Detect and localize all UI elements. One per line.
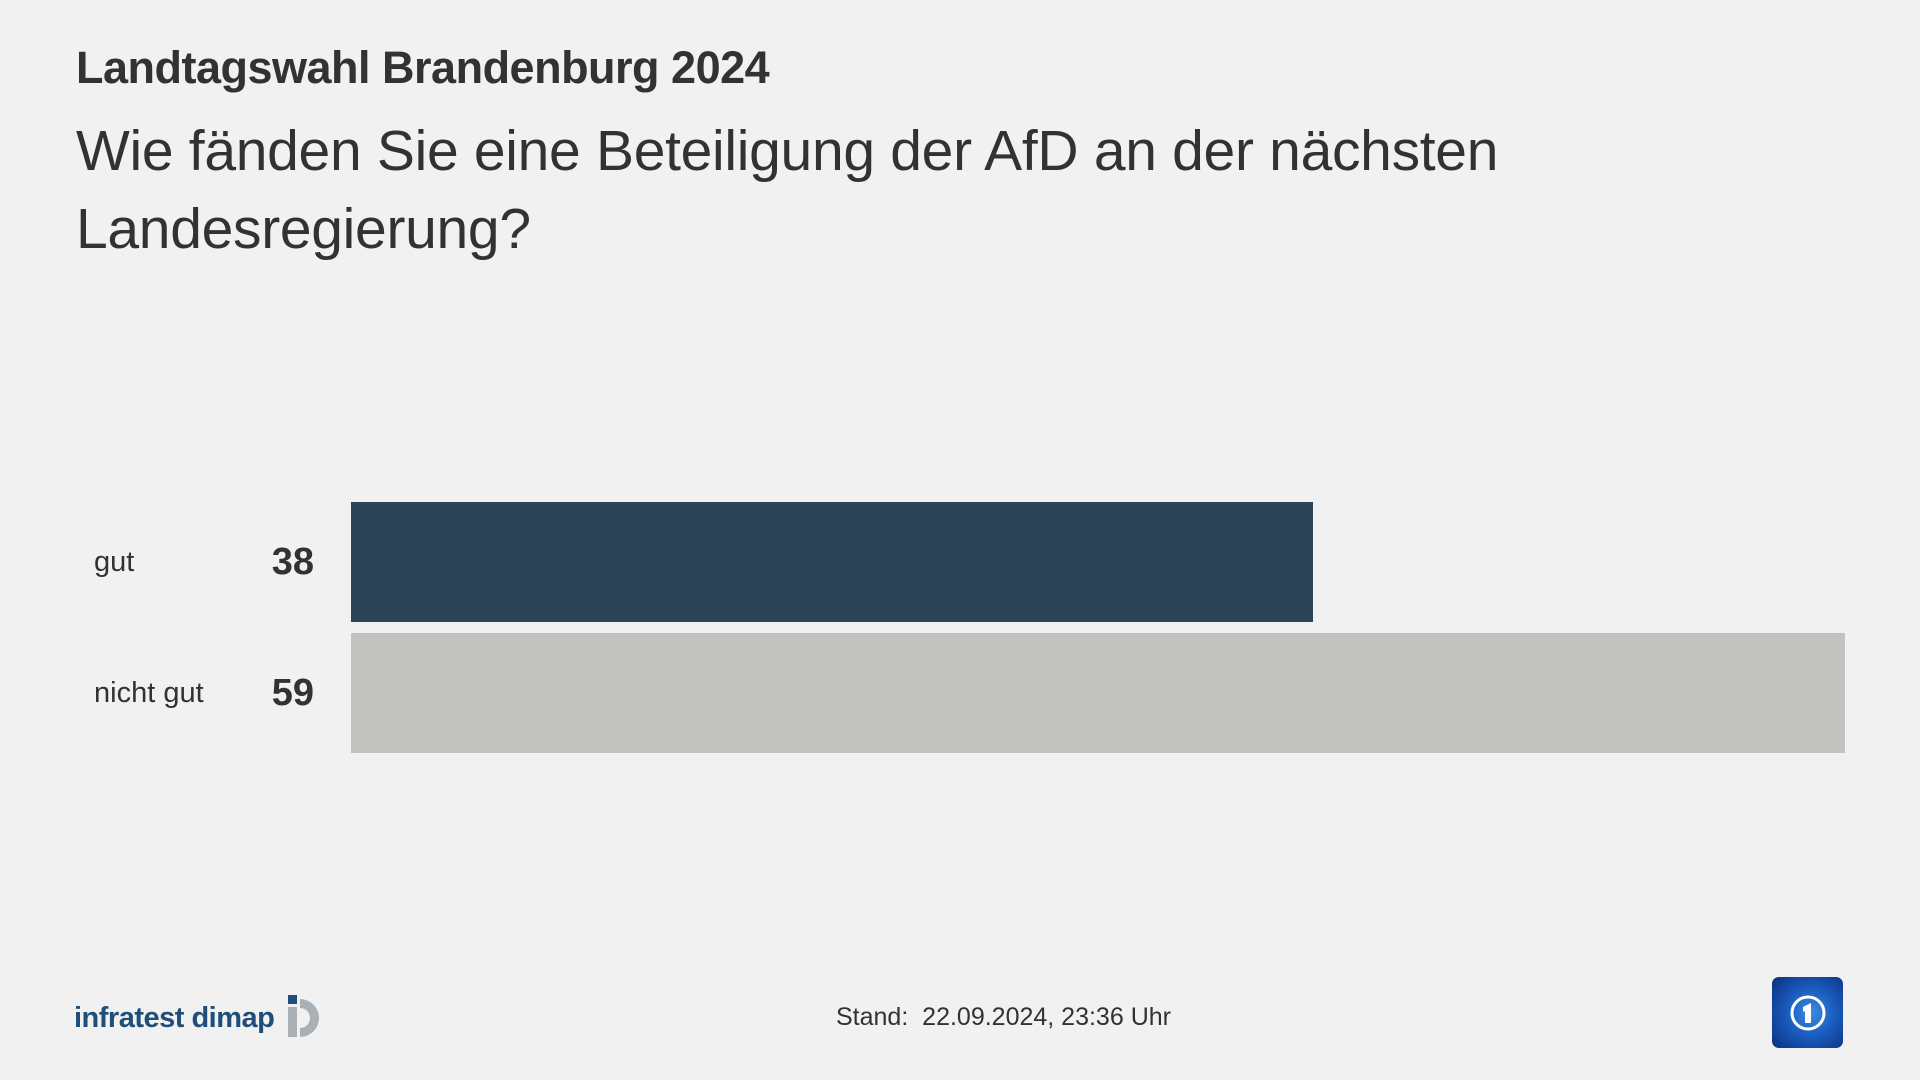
bar-value: 38 xyxy=(271,541,314,583)
bar-row-nicht-gut: nicht gut 59 xyxy=(0,633,1920,753)
bar-gut xyxy=(351,502,1313,622)
infratest-dimap-icon xyxy=(288,995,320,1037)
chart-kicker: Landtagswahl Brandenburg 2024 xyxy=(76,42,770,93)
timestamp: Stand: 22.09.2024, 23:36 Uhr xyxy=(836,1003,1171,1031)
chart-question: Wie fänden Sie eine Beteiligung der AfD … xyxy=(76,119,1499,261)
bar-row-gut: gut 38 xyxy=(0,502,1920,622)
bar-value: 59 xyxy=(271,672,314,714)
bar-label: nicht gut xyxy=(94,677,204,709)
bar-label: gut xyxy=(94,546,135,578)
das-erste-one-icon xyxy=(1790,995,1825,1030)
infratest-dimap-logo: infratest dimap xyxy=(74,995,332,1041)
source-label: infratest dimap xyxy=(74,1001,275,1034)
ard-das-erste-globe-icon xyxy=(1772,977,1843,1048)
bar-nicht-gut xyxy=(351,633,1845,753)
